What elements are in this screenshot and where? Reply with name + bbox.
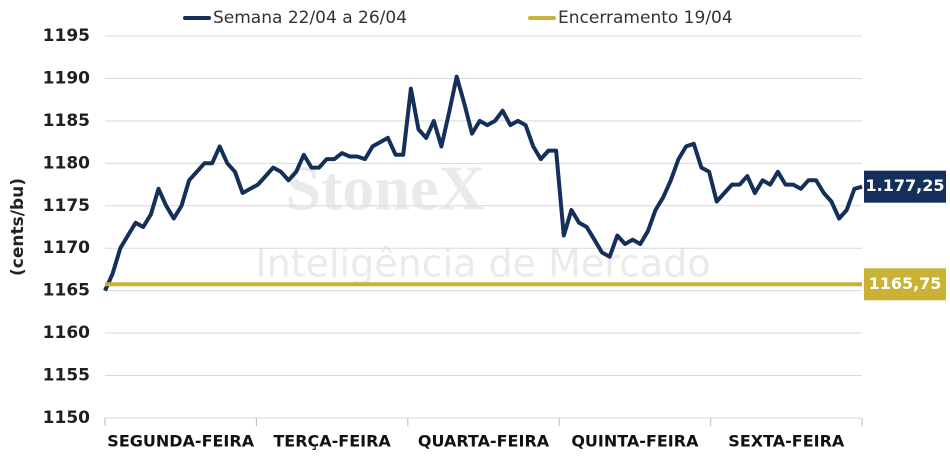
watermark: StoneX <box>285 153 484 224</box>
x-tick-label: QUINTA-FEIRA <box>571 432 699 451</box>
x-tick-label: SEGUNDA-FEIRA <box>107 432 254 451</box>
ref-label-box <box>864 268 946 301</box>
ref-label: 1165,75 <box>869 274 942 293</box>
y-tick-label: 1165 <box>43 281 90 301</box>
end-label-box <box>864 170 946 203</box>
y-tick-label: 1190 <box>43 68 90 88</box>
y-tick-label: 1160 <box>43 323 90 343</box>
y-tick-label: 1155 <box>43 366 90 386</box>
y-tick-label: 1195 <box>43 26 90 46</box>
y-tick-label: 1180 <box>43 153 90 173</box>
y-tick-label: 1150 <box>43 408 90 428</box>
legend-label: Semana 22/04 a 26/04 <box>213 8 407 28</box>
end-label: 1.177,25 <box>866 176 945 195</box>
x-tick-label: TERÇA-FEIRA <box>273 432 391 451</box>
y-tick-label: 1170 <box>43 238 90 258</box>
data-line <box>103 74 863 292</box>
legend-label: Encerramento 19/04 <box>558 8 733 28</box>
y-tick-label: 1185 <box>43 111 90 131</box>
x-tick-label: QUARTA-FEIRA <box>418 432 550 451</box>
y-tick-label: 1175 <box>43 196 90 216</box>
watermark: Inteligência de Mercado <box>255 242 710 286</box>
y-axis-label: (cents/bu) <box>8 178 28 276</box>
x-tick-label: SEXTA-FEIRA <box>728 432 845 451</box>
